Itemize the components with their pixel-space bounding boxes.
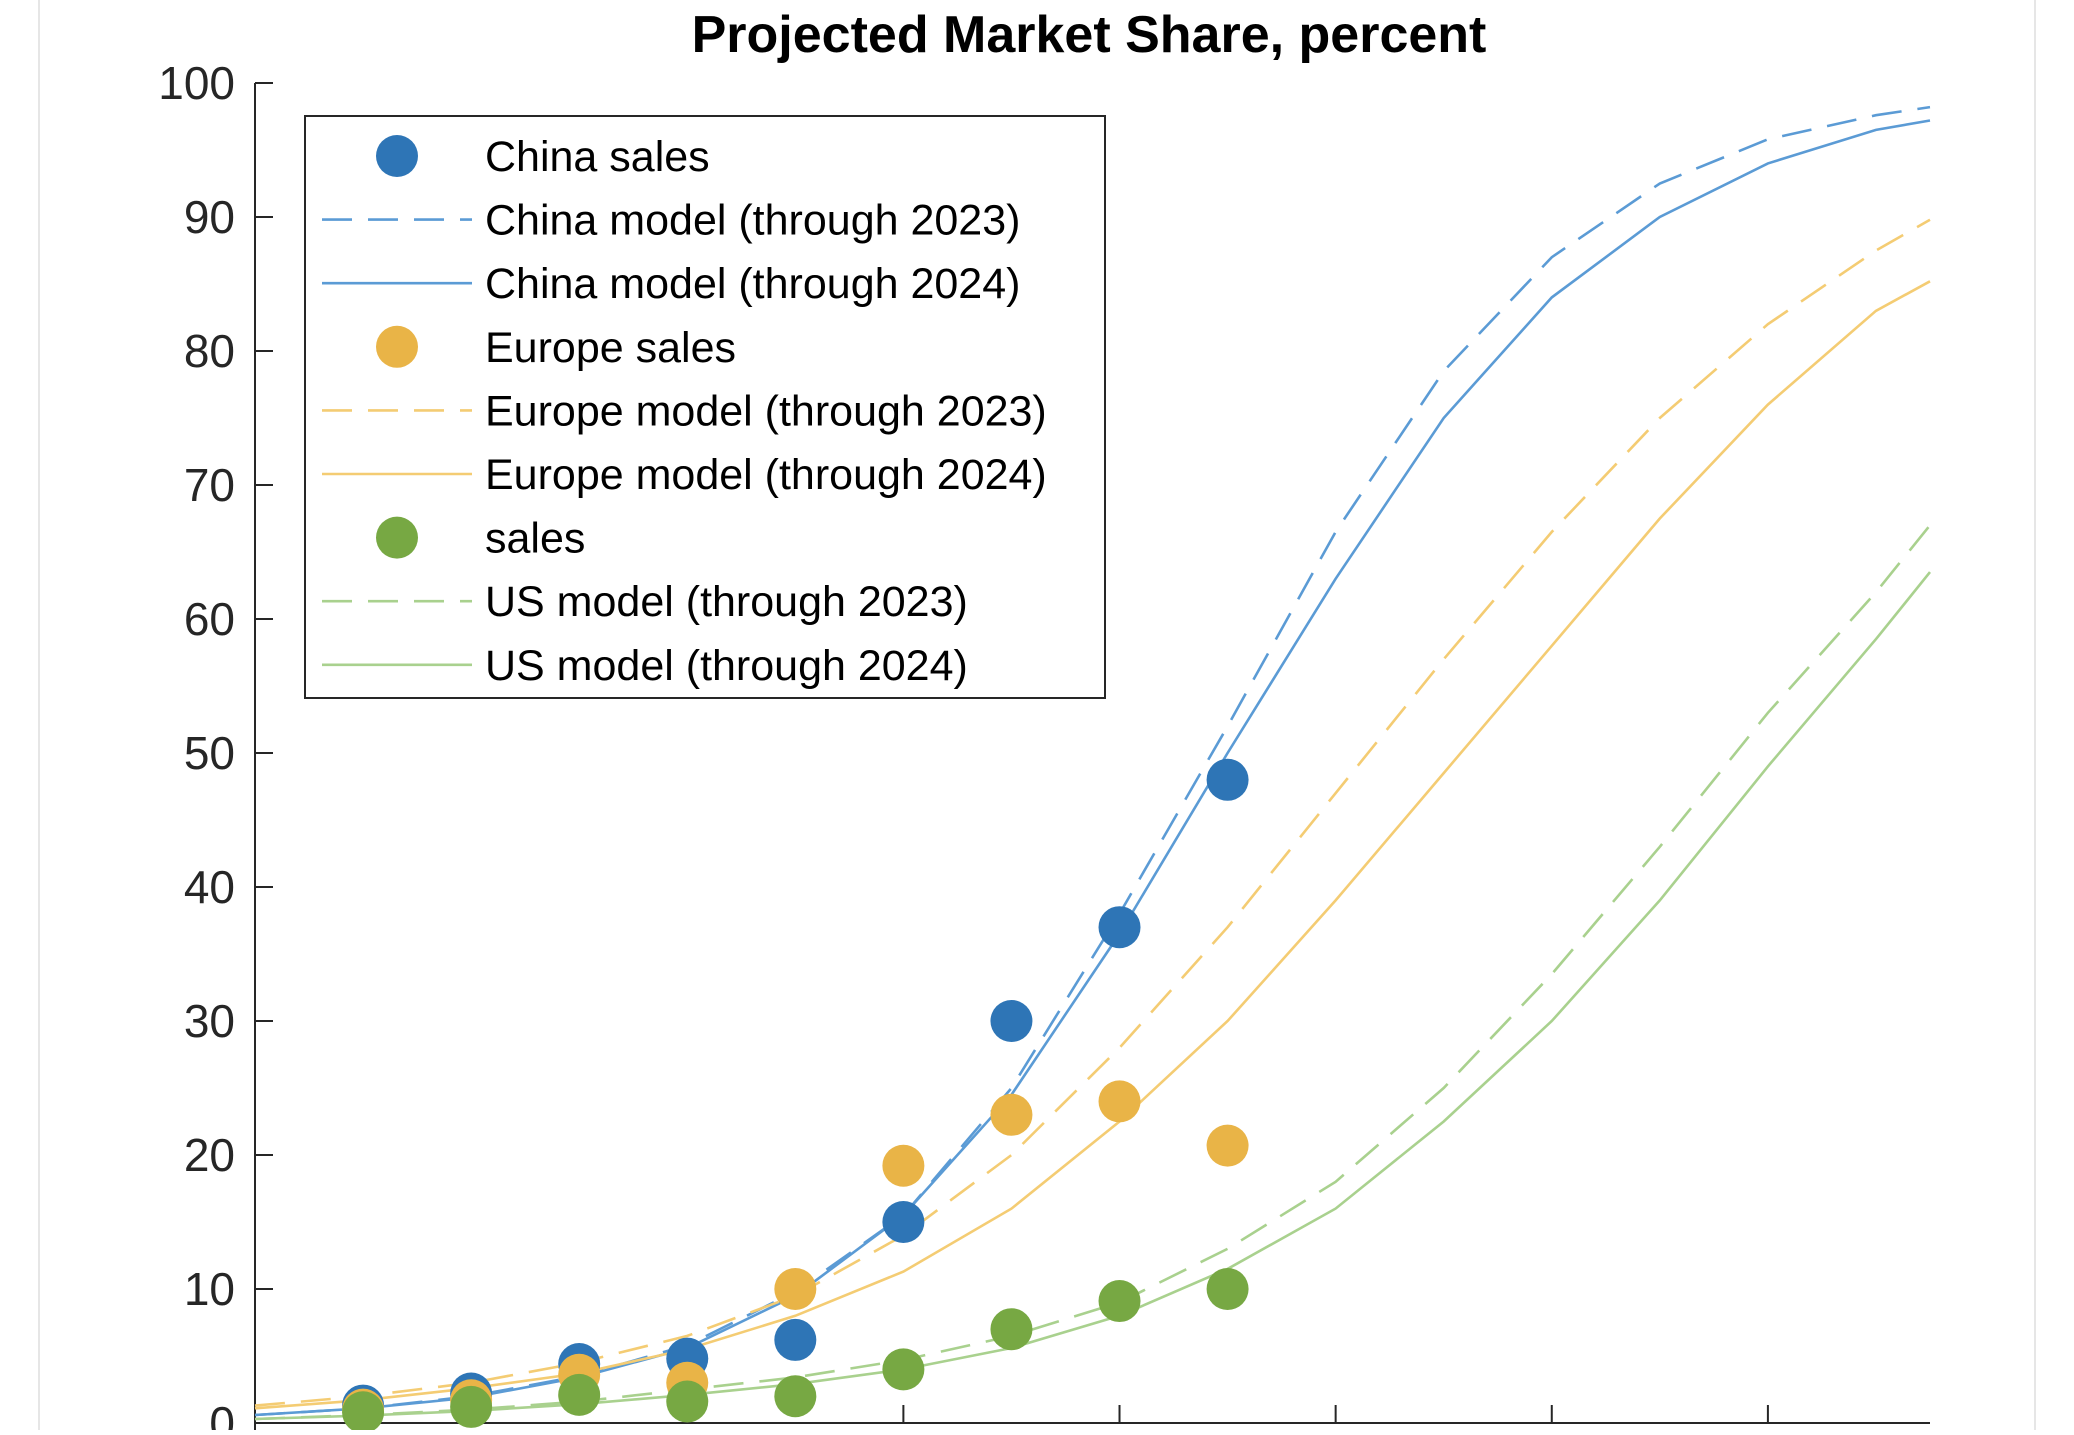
legend-label: US model (through 2024) — [485, 642, 968, 690]
data-point-3 — [990, 1093, 1033, 1136]
data-point-6 — [1098, 1280, 1141, 1323]
data-point-0 — [1098, 906, 1141, 949]
data-point-6 — [990, 1308, 1033, 1351]
legend-label: China model (through 2024) — [485, 260, 1020, 308]
data-point-0 — [882, 1201, 925, 1243]
legend-label: Europe model (through 2024) — [485, 451, 1047, 499]
y-tick-label: 10 — [184, 1263, 235, 1315]
legend-marker — [376, 516, 418, 559]
y-tick-label: 70 — [184, 459, 235, 511]
data-point-6 — [774, 1375, 817, 1418]
data-point-6 — [1206, 1268, 1249, 1310]
legend-label: Europe sales — [485, 324, 736, 372]
frame-right-edge — [2034, 0, 2036, 1430]
data-point-3 — [774, 1268, 817, 1310]
axes: 0 10 20 30 40 50 60 70 80 90 100 — [158, 57, 1930, 1435]
y-tick-label: 30 — [184, 995, 235, 1047]
data-point-6 — [882, 1348, 925, 1391]
legend-label: Europe model (through 2023) — [485, 387, 1047, 435]
series-points — [342, 758, 1249, 1434]
legend: China sales China model (through 2023) Chi… — [304, 115, 1106, 699]
y-tick-label: 40 — [184, 861, 235, 913]
legend-marker — [376, 135, 418, 177]
legend-label: sales — [485, 515, 585, 563]
y-tick-label: 60 — [184, 593, 235, 645]
data-point-3 — [882, 1144, 925, 1187]
y-tick-label: 80 — [184, 325, 235, 377]
series-line-8 — [254, 571, 1932, 1421]
series-line-4 — [254, 218, 1931, 1407]
y-tick-label: 50 — [184, 727, 235, 779]
legend-label: US model (through 2023) — [485, 578, 968, 626]
y-tick-label: 100 — [158, 57, 235, 109]
data-point-3 — [1098, 1080, 1141, 1123]
data-point-6 — [342, 1391, 385, 1434]
data-point-0 — [1206, 758, 1249, 801]
y-tick-label: 20 — [184, 1129, 235, 1181]
chart-title: Projected Market Share, percent — [692, 6, 1487, 64]
data-point-0 — [990, 1000, 1033, 1042]
legend-label: China sales — [485, 133, 710, 181]
frame-left-edge — [38, 0, 40, 1430]
legend-marker — [376, 325, 418, 368]
y-tick-label: 90 — [184, 191, 235, 243]
data-point-3 — [1206, 1124, 1249, 1167]
data-point-0 — [774, 1318, 817, 1361]
data-point-6 — [558, 1373, 601, 1416]
data-point-6 — [450, 1385, 493, 1428]
legend-label: China model (through 2023) — [485, 197, 1020, 245]
data-point-6 — [666, 1380, 709, 1423]
y-tick-label: 0 — [209, 1397, 235, 1430]
